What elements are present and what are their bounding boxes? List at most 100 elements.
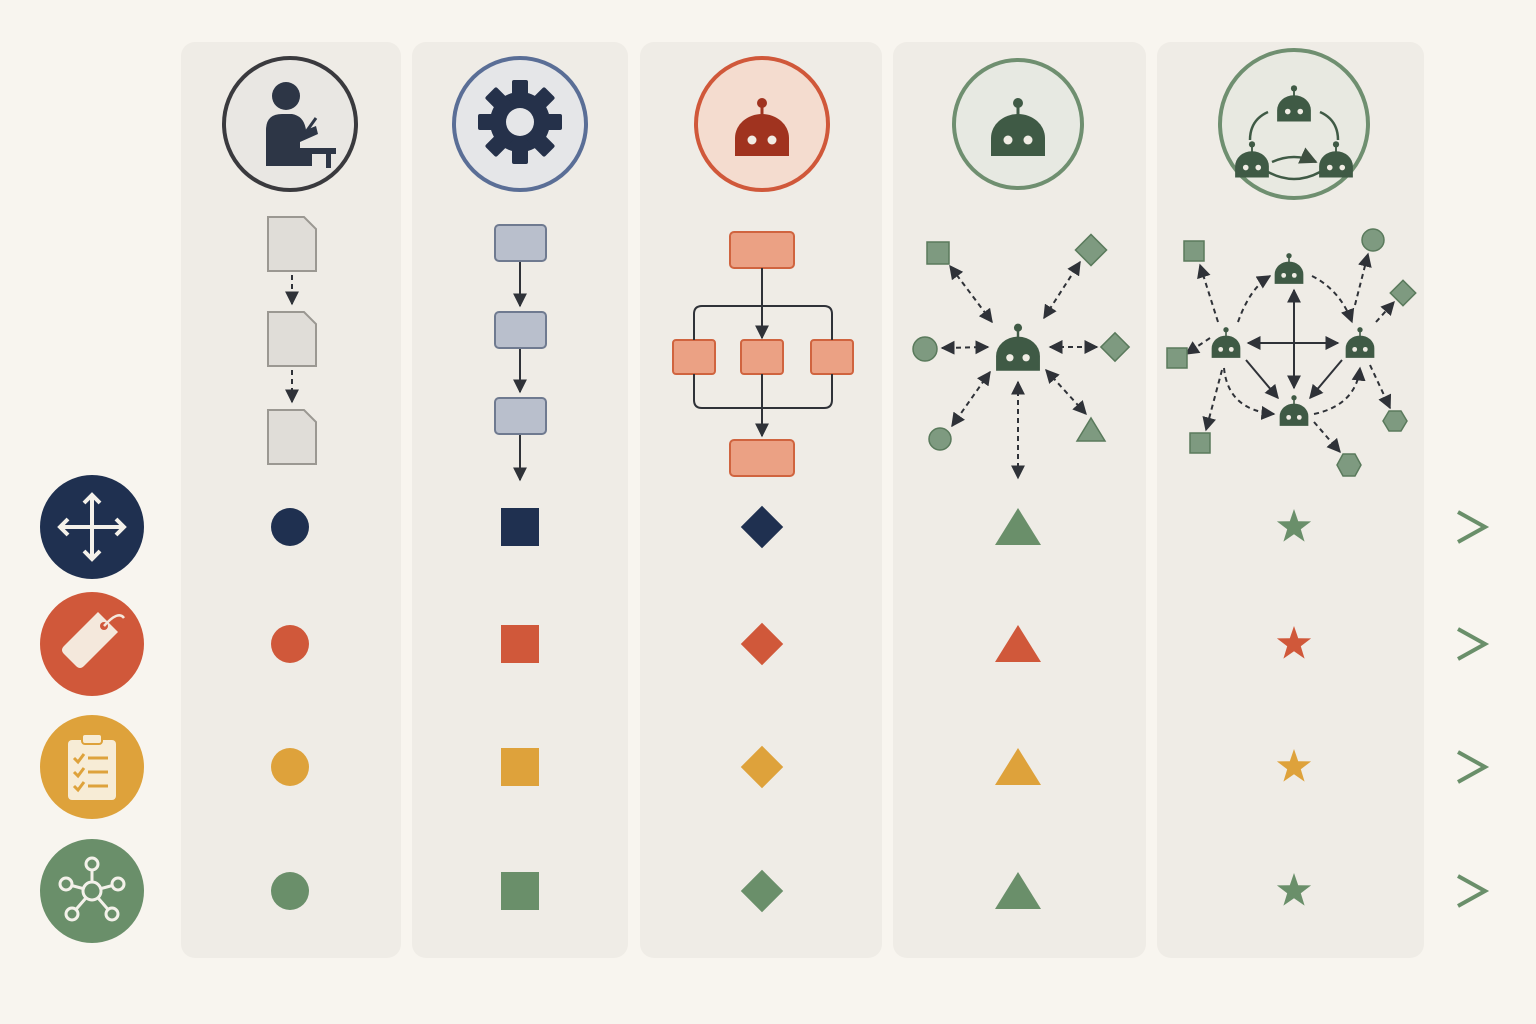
- network-icon-part-part: [84, 856, 100, 872]
- checklist-icon-part-part: [72, 781, 86, 793]
- branching-flow-part: [729, 231, 795, 269]
- manual-worker-icon-part: [304, 117, 318, 133]
- agent-network-links-part-part: [1375, 300, 1395, 323]
- hub-agent-part: [1045, 368, 1087, 416]
- column-panels: [181, 42, 1424, 958]
- move-icon-part-part: [82, 492, 102, 505]
- document-chain-part: [267, 216, 317, 272]
- agent-network-links-part: [1245, 359, 1279, 400]
- hub-satellites-part: [1074, 233, 1108, 267]
- agent-network-links-part-part: [1223, 367, 1276, 420]
- row-2-part: [271, 625, 309, 663]
- column-panels-part: [1157, 42, 1424, 958]
- network-icon-part-part: [81, 880, 103, 902]
- network-icon-part: [58, 856, 126, 922]
- single-agent-icon: [694, 56, 830, 192]
- agent-network-links-part-part: [1369, 364, 1392, 410]
- move-icon: [40, 475, 144, 579]
- manual-worker-icon-part: [296, 148, 336, 154]
- network-satellites-part: [1183, 240, 1205, 262]
- row-2-part: [501, 625, 539, 663]
- row-4-part: [501, 872, 539, 910]
- row-4-part: [995, 872, 1041, 909]
- manual-worker-icon-part: [272, 82, 300, 110]
- row-3-part: [271, 748, 309, 786]
- column-panels-part: [181, 42, 401, 958]
- row-3-part: [501, 748, 539, 786]
- linear-flow-part: [494, 397, 547, 435]
- network-icon-part-part: [104, 906, 120, 922]
- agent-network-links: [1184, 252, 1395, 454]
- linear-flow-part: [494, 311, 547, 349]
- network-satellites-part: [1336, 453, 1362, 477]
- move-icon-part: [57, 492, 127, 562]
- hub-agent-part: [951, 370, 991, 428]
- linear-flow-part: [494, 224, 547, 262]
- hub-satellites-part: [926, 241, 950, 265]
- automation-gear-icon: [452, 56, 588, 192]
- checklist-icon-part-part: [72, 753, 86, 765]
- agent-network-links-part-part: [1237, 275, 1272, 323]
- document-chain-part: [267, 311, 317, 367]
- multi-agent-icon-part: [1248, 110, 1340, 181]
- branching-flow-part: [729, 439, 795, 477]
- move-icon-part-part: [57, 517, 70, 537]
- branching-flow-part: [672, 339, 716, 375]
- checklist-icon-part: [81, 733, 103, 745]
- network-satellites-part: [1166, 347, 1188, 369]
- hub-agent-part: [949, 264, 993, 324]
- document-chain: [267, 216, 317, 465]
- row-1-part: [1457, 510, 1490, 544]
- row-4-part: [271, 872, 309, 910]
- automation-gear-icon-part-part: [506, 108, 534, 136]
- network-icon-part-part: [58, 876, 74, 892]
- automation-gear-icon-part: [478, 80, 562, 164]
- column-panels-part: [412, 42, 628, 958]
- tool-agent-icon: [952, 58, 1084, 190]
- checklist-icon-part: [68, 740, 116, 800]
- checklist-icon: [40, 715, 144, 819]
- network-satellites-part: [1361, 228, 1385, 252]
- network-icon-part-part: [64, 906, 80, 922]
- agent-network-links-part-part: [1311, 275, 1355, 324]
- row-2-part: [995, 625, 1041, 662]
- tag-icon: [40, 592, 144, 696]
- network-satellites-part: [1189, 432, 1211, 454]
- agent-network-links-part: [1309, 359, 1343, 400]
- checklist-icon-part-part: [72, 767, 86, 779]
- network-satellites-part: [1382, 410, 1408, 432]
- branching-flow-part: [740, 339, 784, 375]
- network-icon-part-part: [110, 876, 126, 892]
- linear-flow: [494, 224, 547, 482]
- row-3-part: [1457, 750, 1490, 784]
- network-icon: [40, 839, 144, 943]
- agent-network-links-part-part: [1313, 421, 1341, 454]
- hub-satellites-part: [1075, 416, 1107, 442]
- column-panels-part: [640, 42, 882, 958]
- agent-network-links-part: [1184, 252, 1395, 454]
- manual-worker-icon: [222, 56, 358, 192]
- row-1: [152, 505, 1490, 549]
- move-icon-part-part: [114, 517, 127, 537]
- manual-worker-icon-part: [326, 154, 331, 168]
- hub-agent-part: [1043, 260, 1081, 320]
- checklist-icon-part: [72, 753, 108, 793]
- hub-agent: [940, 260, 1099, 480]
- tag-icon-part: [103, 614, 125, 627]
- row-1-part: [995, 508, 1041, 545]
- branching-flow-part: [810, 339, 854, 375]
- row-1-part: [501, 508, 539, 546]
- move-icon-part-part: [82, 549, 102, 562]
- document-chain-part: [267, 409, 317, 465]
- multi-agent-icon: [1218, 48, 1370, 200]
- hub-satellites: [912, 233, 1131, 451]
- agent-network-links-part-part: [1197, 263, 1219, 323]
- network-satellites: [1166, 228, 1417, 477]
- row-2-part: [1457, 627, 1490, 661]
- hub-satellites-part: [1099, 331, 1131, 363]
- agent-network-links-part-part: [1313, 366, 1366, 415]
- branching-flow: [672, 231, 854, 477]
- hub-satellites-part: [928, 427, 952, 451]
